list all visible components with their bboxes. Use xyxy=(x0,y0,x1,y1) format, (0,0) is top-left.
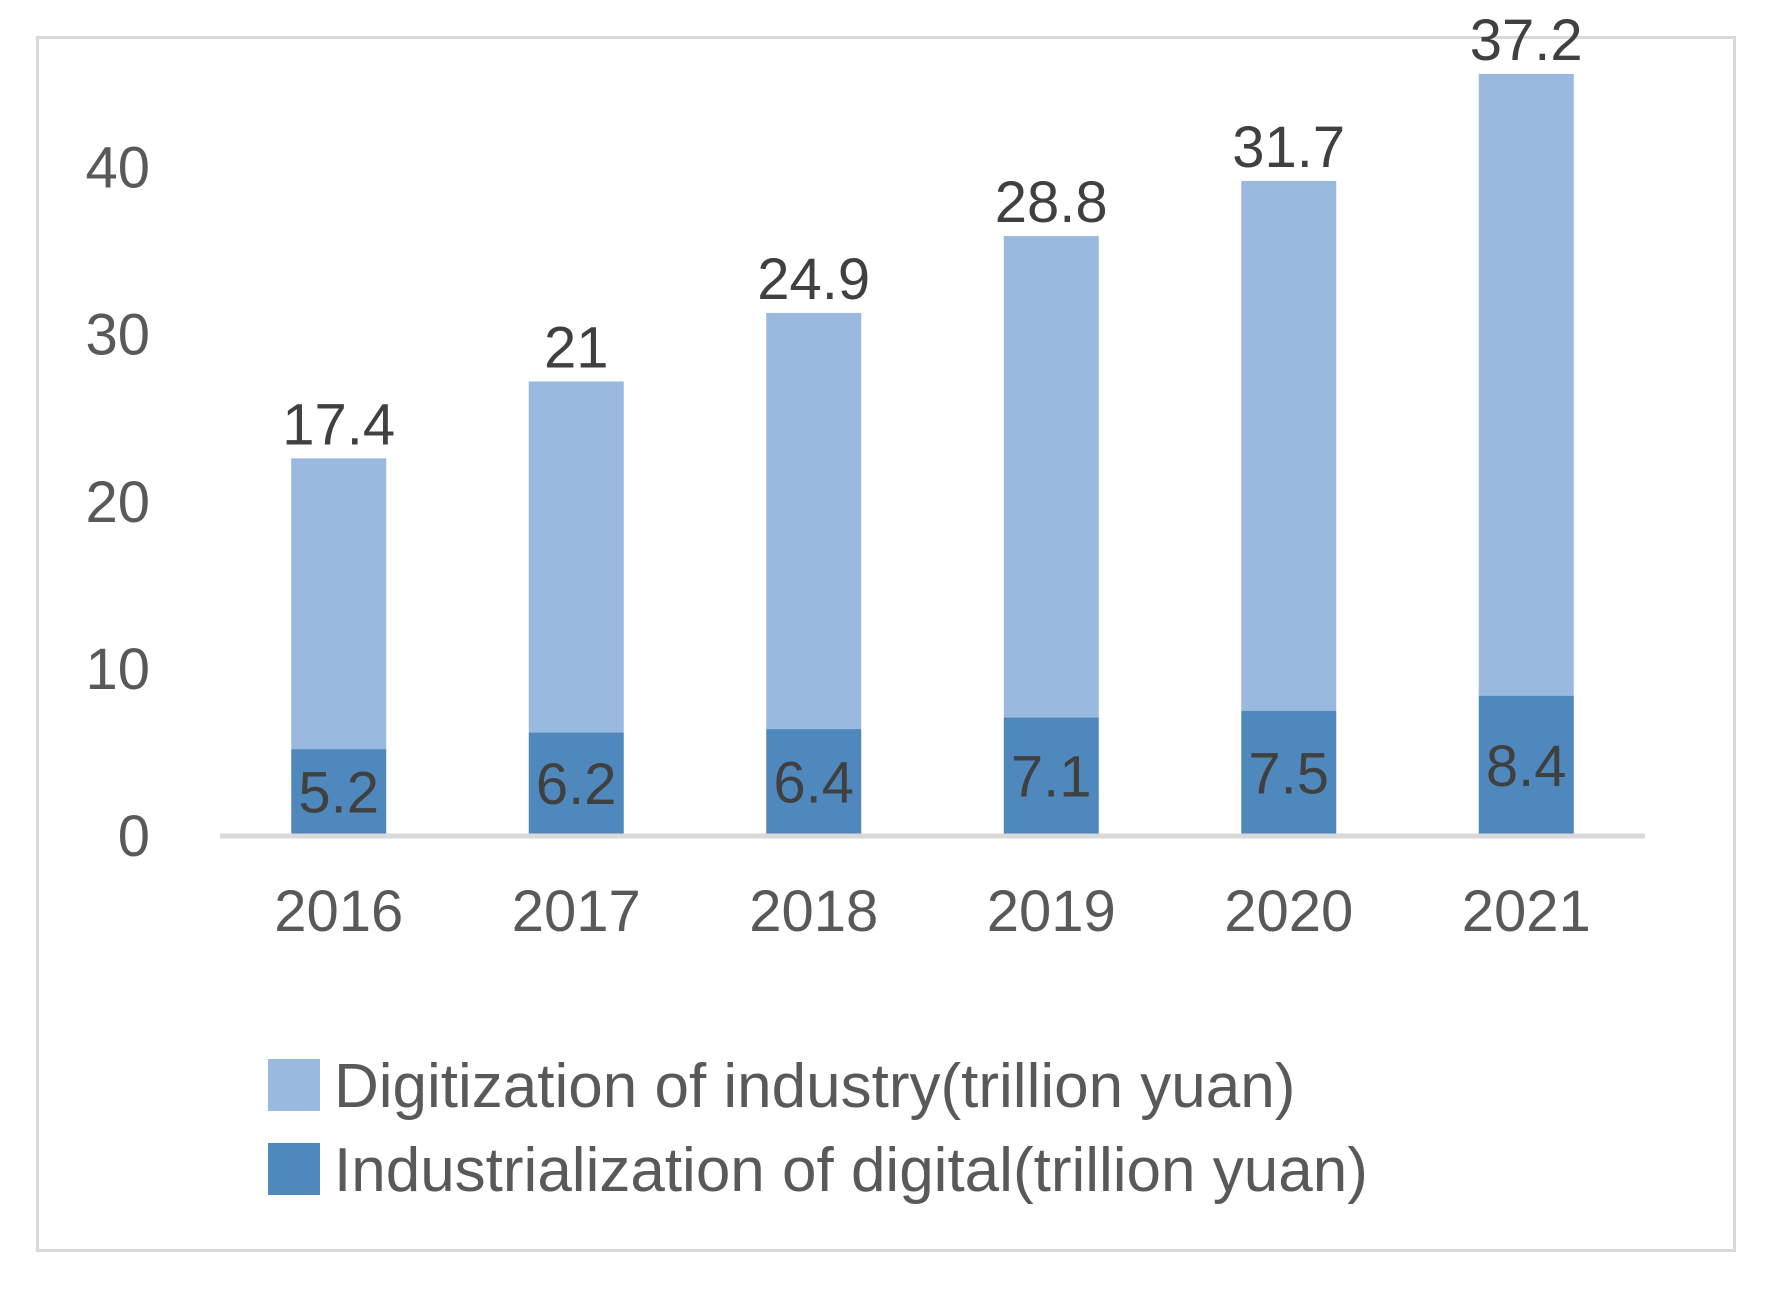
data-label-digitization: 17.4 xyxy=(282,392,395,457)
x-tick-label: 2019 xyxy=(987,879,1116,944)
data-label-industrialization: 5.2 xyxy=(298,761,379,826)
x-tick-label: 2021 xyxy=(1462,879,1591,944)
bars xyxy=(291,73,1574,836)
bar-industrialization-2019 xyxy=(1003,717,1099,836)
data-label-digitization: 37.2 xyxy=(1470,8,1583,73)
y-tick-label: 30 xyxy=(85,303,150,368)
x-tick-label: 2017 xyxy=(512,879,641,944)
data-label-digitization: 24.9 xyxy=(757,247,870,312)
bar-digitization-2021 xyxy=(1478,73,1574,696)
bar-digitization-2018 xyxy=(766,312,862,730)
legend-label: Industrialization of digital(trillion yu… xyxy=(334,1136,1368,1205)
data-label-industrialization: 7.1 xyxy=(1011,745,1092,810)
y-tick-label: 20 xyxy=(85,470,150,535)
x-tick-label: 2020 xyxy=(1224,879,1353,944)
bar-industrialization-2021 xyxy=(1478,695,1574,836)
bar-industrialization-2020 xyxy=(1241,710,1337,836)
bar-digitization-2020 xyxy=(1241,180,1337,711)
bar-digitization-2017 xyxy=(528,381,624,733)
y-axis-ticks: 0 10 20 30 40 xyxy=(85,136,150,869)
bar-industrialization-2018 xyxy=(766,729,862,836)
bar-industrialization-2017 xyxy=(528,732,624,836)
y-tick-label: 0 xyxy=(118,804,150,869)
legend-swatch xyxy=(268,1143,320,1195)
data-labels: 5.2 17.4 6.2 21 6.4 24.9 7.1 28.8 7.5 31.7 8.4 37.2 xyxy=(282,8,1582,826)
bar-digitization-2019 xyxy=(1003,236,1099,718)
x-axis-ticks: 2016 2017 2018 2019 2020 2021 xyxy=(274,879,1591,944)
y-tick-label: 40 xyxy=(85,136,150,201)
legend-label: Digitization of industry(trillion yuan) xyxy=(334,1052,1295,1121)
data-label-digitization: 28.8 xyxy=(995,170,1108,235)
bar-digitization-2016 xyxy=(291,458,387,750)
x-tick-label: 2018 xyxy=(749,879,878,944)
x-tick-label: 2016 xyxy=(274,879,403,944)
legend-swatch xyxy=(268,1059,320,1111)
legend: Digitization of industry(trillion yuan) I… xyxy=(268,1052,1368,1205)
y-tick-label: 10 xyxy=(85,637,150,702)
data-label-industrialization: 8.4 xyxy=(1486,734,1567,799)
data-label-industrialization: 6.4 xyxy=(773,751,854,816)
data-label-industrialization: 7.5 xyxy=(1248,741,1329,806)
data-label-industrialization: 6.2 xyxy=(536,752,617,817)
data-label-digitization: 21 xyxy=(544,315,609,380)
data-label-digitization: 31.7 xyxy=(1232,115,1345,180)
bar-industrialization-2016 xyxy=(291,749,387,836)
